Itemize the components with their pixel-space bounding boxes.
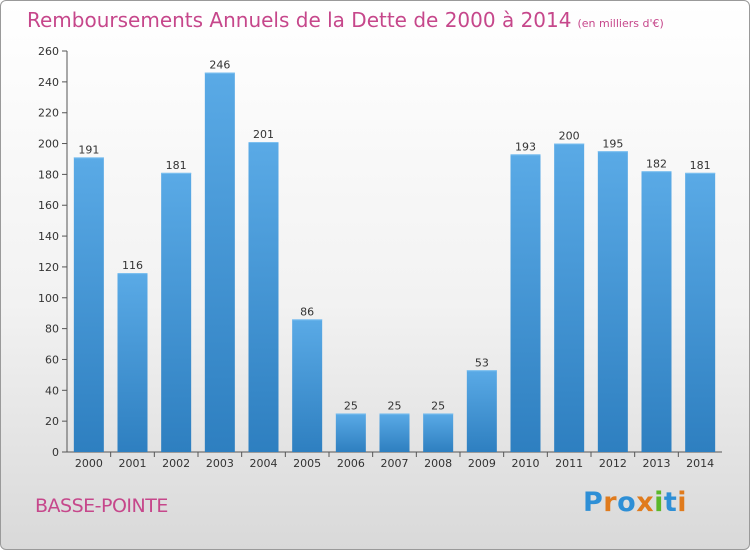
bar — [641, 171, 672, 453]
bar — [554, 143, 585, 453]
bar-value-label: 25 — [431, 399, 445, 412]
x-tick-label: 2003 — [206, 457, 234, 470]
x-tick-label: 2004 — [250, 457, 278, 470]
x-tick-label: 2002 — [162, 457, 190, 470]
y-tick-label: 120 — [38, 261, 59, 274]
logo-letter: x — [636, 487, 655, 518]
bar — [423, 413, 454, 452]
chart-unit-note: (en milliers d'€) — [577, 17, 664, 30]
bar-value-label: 181 — [166, 159, 187, 172]
logo-letter: r — [603, 487, 618, 518]
y-tick-label: 180 — [38, 168, 59, 181]
y-tick-label: 240 — [38, 76, 59, 89]
x-tick-label: 2014 — [686, 457, 714, 470]
bar — [685, 172, 716, 453]
bar — [335, 413, 366, 452]
bar-value-label: 25 — [344, 399, 358, 412]
y-tick-label: 60 — [45, 353, 59, 366]
bar-value-label: 182 — [646, 157, 667, 170]
y-tick-label: 140 — [38, 230, 59, 243]
y-tick-label: 0 — [52, 446, 59, 459]
bar-value-label: 116 — [122, 259, 143, 272]
bar — [161, 172, 192, 453]
x-axis: 2000 2001 2002 2003 2004 2005 2006 2007 2008 2009… — [67, 451, 722, 470]
x-tick-label: 2011 — [555, 457, 583, 470]
x-tick-label: 2012 — [599, 457, 627, 470]
bar-value-label: 86 — [300, 305, 314, 318]
logo-letter: i — [677, 487, 688, 518]
bar-value-label: 201 — [253, 128, 274, 141]
chart-title: Remboursements Annuels de la Dette de 20… — [27, 8, 664, 32]
bar-value-label: 200 — [559, 130, 580, 143]
y-tick-label: 20 — [45, 415, 59, 428]
bar — [379, 413, 410, 452]
x-tick-label: 2009 — [468, 457, 496, 470]
x-tick-label: 2010 — [512, 457, 540, 470]
bar-value-label: 195 — [602, 137, 623, 150]
x-tick-label: 2001 — [119, 457, 147, 470]
x-tick-label: 2007 — [381, 457, 409, 470]
logo-letter: P — [583, 487, 604, 518]
bar — [117, 273, 148, 452]
bar-value-label: 191 — [78, 143, 99, 156]
y-tick-label: 160 — [38, 199, 59, 212]
logo-letter: t — [663, 487, 678, 518]
commune-name: BASSE-POINTE — [35, 495, 168, 517]
x-tick-label: 2005 — [293, 457, 321, 470]
bar — [73, 157, 104, 452]
bar-value-label: 25 — [388, 399, 402, 412]
bar-value-label: 181 — [690, 159, 711, 172]
chart-title-text: Remboursements Annuels de la Dette de 20… — [27, 8, 572, 32]
x-tick-label: 2000 — [75, 457, 103, 470]
bar — [466, 370, 497, 452]
y-tick-label: 40 — [45, 384, 59, 397]
x-tick-label: 2006 — [337, 457, 365, 470]
bar-value-label: 246 — [209, 59, 230, 72]
bar — [510, 154, 541, 453]
x-tick-label: 2008 — [424, 457, 452, 470]
y-tick-label: 200 — [38, 138, 59, 151]
bars: 191 116 181 246 201 86 25 25 25 53 193 200 195 182 181 — [73, 59, 716, 453]
bar — [204, 72, 235, 452]
y-tick-label: 80 — [45, 323, 59, 336]
proxiti-logo[interactable]: Proxiti — [583, 487, 687, 518]
y-axis: 0 20 40 60 80 100 120 140 160 180 200 220 240 260 — [38, 45, 68, 459]
bar — [597, 151, 628, 452]
y-tick-label: 260 — [38, 45, 59, 58]
bar-value-label: 193 — [515, 140, 536, 153]
bar-value-label: 53 — [475, 356, 489, 369]
logo-letter: i — [654, 487, 664, 518]
x-tick-label: 2013 — [643, 457, 671, 470]
y-tick-label: 220 — [38, 107, 59, 120]
y-tick-label: 100 — [38, 292, 59, 305]
bar — [248, 141, 279, 452]
bar — [292, 319, 323, 452]
logo-letter: o — [617, 487, 637, 518]
